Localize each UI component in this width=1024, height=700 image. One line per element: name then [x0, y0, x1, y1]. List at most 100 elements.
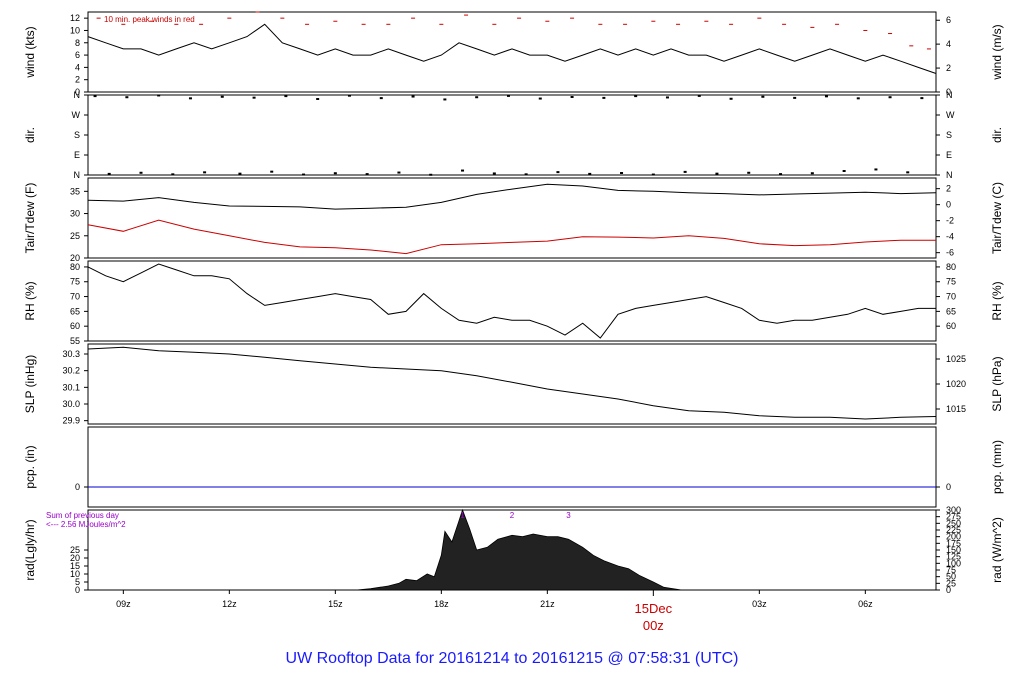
- dir-point: [220, 95, 224, 98]
- dir-point: [524, 173, 528, 176]
- dir-point: [793, 96, 797, 99]
- footer-title: UW Rooftop Data for 20161214 to 20161215…: [285, 650, 739, 667]
- rad-ytick-label: 15: [70, 561, 80, 571]
- slp-ytick-label: 30.1: [62, 382, 80, 392]
- wind-ytick-label: 10: [70, 25, 80, 35]
- wind-ytick-label: 12: [70, 13, 80, 23]
- rad-ytick-right-label: 125: [946, 552, 961, 562]
- dir-panel-frame: [87, 94, 937, 176]
- dir-ylabel: dir.: [23, 127, 37, 143]
- rh-ytick-label: 70: [70, 292, 80, 302]
- wind-ytick-label: 2: [75, 75, 80, 85]
- wind-ytick-label: 6: [75, 50, 80, 60]
- dir-point: [252, 96, 256, 99]
- rad-area: [356, 508, 682, 591]
- rh-series-line-0: [87, 263, 936, 339]
- rad-marker-label: 1: [460, 511, 465, 520]
- dir-point: [729, 97, 733, 100]
- dir-point: [747, 171, 751, 174]
- dir-point: [397, 171, 401, 174]
- temp-ytick-right-label: -2: [946, 216, 954, 226]
- x-tick-label: 09z: [116, 599, 131, 609]
- rad-ytick-right-label: 100: [946, 558, 961, 568]
- slp-ytick-right-label: 1025: [946, 354, 966, 364]
- dir-point: [538, 97, 542, 100]
- x-tick-label: 18z: [434, 599, 449, 609]
- dir-point: [779, 173, 783, 176]
- dir-ytick-label: E: [74, 150, 80, 160]
- wind-ytick-right-label: 6: [946, 15, 951, 25]
- wind-annotation: 10 min. peak winds in red: [104, 15, 195, 24]
- rad-marker-label: 2: [510, 511, 515, 520]
- rad-ytick-right-label: 275: [946, 512, 961, 522]
- dir-point: [602, 96, 606, 99]
- temp-ytick-right-label: 0: [946, 200, 951, 210]
- rh-ytick-label: 55: [70, 336, 80, 346]
- rh-ytick-label: 65: [70, 306, 80, 316]
- rh-ytick-label: 75: [70, 277, 80, 287]
- day-marker-hour: 00z: [643, 618, 664, 633]
- wind-ytick-right-label: 0: [946, 87, 951, 97]
- rh-ylabel: RH (%): [23, 281, 37, 320]
- dir-ytick-right-label: N: [946, 170, 953, 180]
- temp-ytick-label: 25: [70, 231, 80, 241]
- wind-panel-frame: [87, 11, 937, 93]
- rad-ylabel: rad(Lgly/hr): [23, 519, 37, 580]
- dir-point: [429, 173, 433, 176]
- rh-ylabel-right: RH (%): [990, 281, 1004, 320]
- x-tick-label: 06z: [858, 599, 873, 609]
- rad-ytick-right-label: 300: [946, 505, 961, 515]
- rad-annotation-1: <--- 2.56 MJoules/m^2: [46, 520, 126, 529]
- slp-ytick-label: 30.2: [62, 366, 80, 376]
- pcp-panel-frame: [87, 426, 937, 508]
- temp-ytick-label: 30: [70, 209, 80, 219]
- dir-point: [570, 96, 574, 98]
- dir-ytick-right-label: W: [946, 110, 955, 120]
- temp-ytick-right-label: -6: [946, 248, 954, 258]
- temp-series-line-0: [87, 183, 937, 210]
- dir-point: [188, 97, 192, 100]
- dir-point: [556, 171, 560, 174]
- dir-point: [761, 95, 765, 98]
- dir-point: [715, 172, 719, 175]
- x-tick-label: 03z: [752, 599, 767, 609]
- dir-point: [588, 172, 592, 175]
- dir-point: [810, 172, 814, 175]
- wind-ytick-label: 4: [75, 62, 80, 72]
- temp-series-line-1: [87, 219, 936, 255]
- dir-ytick-label: W: [72, 110, 81, 120]
- dir-point: [93, 95, 97, 98]
- dir-ytick-label: N: [74, 170, 81, 180]
- dir-point: [683, 170, 687, 173]
- slp-ylabel-right: SLP (hPa): [990, 356, 1004, 411]
- rad-ytick-right-label: 200: [946, 532, 961, 542]
- rh-ytick-right-label: 75: [946, 277, 956, 287]
- pcp-ylabel: pcp. (in): [23, 445, 37, 488]
- rh-ytick-right-label: 65: [946, 306, 956, 316]
- slp-ylabel: SLP (inHg): [23, 355, 37, 413]
- dir-point: [270, 170, 274, 173]
- dir-point: [842, 170, 846, 172]
- dir-point: [634, 95, 638, 98]
- dir-point: [171, 173, 175, 176]
- pcp-ytick-right-label: 0: [946, 482, 951, 492]
- dir-point: [492, 172, 496, 175]
- slp-ytick-label: 29.9: [62, 416, 80, 426]
- x-tick-label: 15z: [328, 599, 343, 609]
- dir-point: [379, 97, 383, 100]
- dir-point: [203, 171, 207, 174]
- dir-point: [888, 96, 892, 99]
- rad-ytick-right-label: 150: [946, 545, 961, 555]
- wind-ylabel-right: wind (m/s): [990, 24, 1004, 80]
- dir-ytick-right-label: E: [946, 150, 952, 160]
- rad-ytick-right-label: 225: [946, 525, 961, 535]
- slp-ytick-label: 30.3: [62, 349, 80, 359]
- dir-point: [697, 94, 701, 97]
- rad-ytick-label: 10: [70, 569, 80, 579]
- rh-ytick-label: 80: [70, 262, 80, 272]
- rad-ytick-right-label: 75: [946, 565, 956, 575]
- rad-ytick-right-label: 175: [946, 538, 961, 548]
- dir-ytick-label: N: [74, 90, 81, 100]
- temp-ylabel: Tair/Tdew (F): [23, 183, 37, 254]
- dir-point: [665, 96, 669, 99]
